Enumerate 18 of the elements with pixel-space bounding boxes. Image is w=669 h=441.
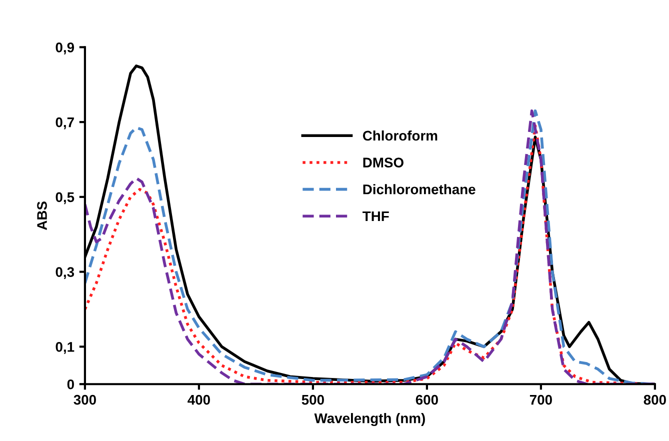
legend-label: Dichloromethane <box>363 184 476 194</box>
x-tick-label: 400 <box>188 394 210 405</box>
x-tick-label: 500 <box>302 394 324 405</box>
x-tick-label: 800 <box>644 394 666 405</box>
legend-label: Chloroform <box>362 130 438 141</box>
legend-label: DMSO <box>363 158 404 168</box>
y-tick-label: 0,7 <box>56 117 74 130</box>
x-axis-title: Wavelength (nm) <box>314 413 425 426</box>
y-tick-label: 0 <box>67 379 74 390</box>
y-axis-title: ABS <box>37 202 47 230</box>
x-tick-label: 600 <box>416 394 438 405</box>
y-tick-label: 0,3 <box>56 267 74 279</box>
y-tick-label: 0,5 <box>56 192 74 204</box>
x-tick-label: 700 <box>530 394 552 405</box>
y-tick-label: 0,9 <box>56 42 74 54</box>
y-tick-label: 0,1 <box>56 342 74 354</box>
legend-label: THF <box>362 211 389 222</box>
x-tick-label: 300 <box>74 394 96 405</box>
